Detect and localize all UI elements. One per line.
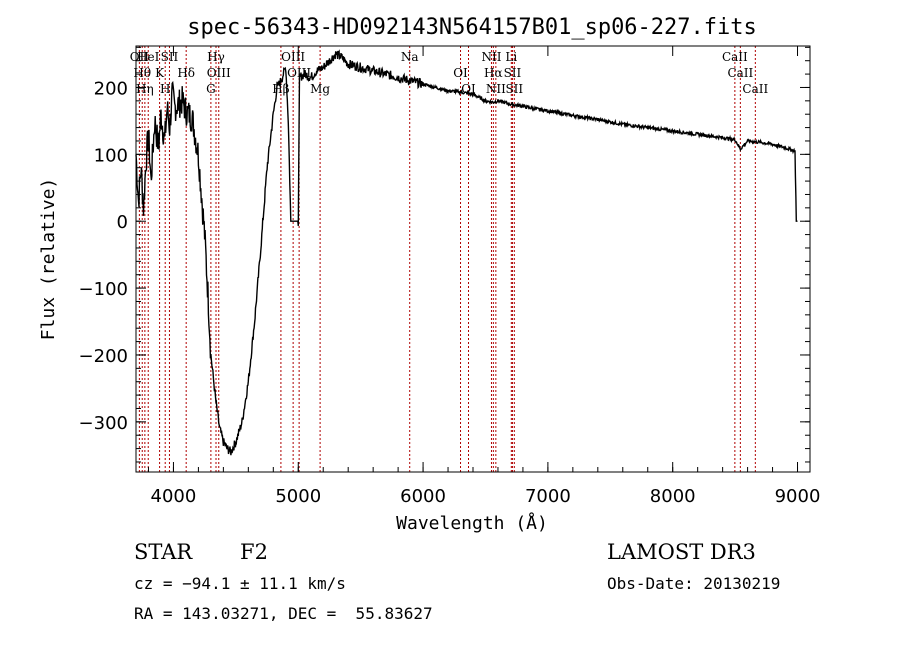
survey-name: LAMOST DR3 [607, 540, 756, 564]
marker-label-14: Mg [310, 82, 330, 96]
object-subclass: F2 [240, 540, 268, 564]
marker-label-1: Hθ [133, 66, 151, 80]
x-tick-label-2: 6000 [400, 486, 446, 507]
marker-label-25: CaII [727, 66, 753, 80]
line-markers [138, 46, 756, 472]
marker-label-26: CaII [742, 82, 768, 96]
x-tick-label-0: 4000 [151, 486, 197, 507]
marker-label-22: SII [504, 66, 522, 80]
marker-label-2: Hη [136, 82, 154, 96]
y-axis-label: Flux (relative) [38, 178, 59, 341]
marker-label-24: CaII [722, 50, 748, 64]
marker-label-21: Li [505, 50, 517, 64]
marker-label-12: OIII [281, 50, 305, 64]
x-tick-label-4: 8000 [650, 486, 696, 507]
marker-label-6: SII [161, 50, 179, 64]
marker-label-9: Hγ [207, 50, 225, 64]
observation-date: Obs-Date: 20130219 [607, 574, 781, 593]
x-tick-label-5: 9000 [775, 486, 821, 507]
marker-label-16: OI [453, 66, 468, 80]
marker-label-3: HeI [137, 50, 160, 64]
y-tick-label-2: 200 [94, 78, 128, 99]
x-axis-label: Wavelength (Å) [396, 512, 548, 534]
y-tick-label-0: 0 [117, 212, 128, 233]
y-tick-label-5: −300 [79, 413, 128, 434]
coordinates: RA = 143.03271, DEC = 55.83627 [134, 604, 433, 623]
object-class: STAR [134, 540, 193, 564]
marker-label-19: Hα [484, 66, 503, 80]
x-axis-ticks: 4000 5000 6000 7000 8000 9000 [147, 46, 821, 507]
y-tick-label-1: 100 [94, 145, 128, 166]
marker-label-7: Hδ [177, 66, 195, 80]
y-tick-label-4: −200 [79, 346, 128, 367]
y-axis-ticks: 0 100 200 −100 −200 −300 [79, 46, 810, 463]
chart-title: spec-56343-HD092143N564157B01_sp06-227.f… [187, 15, 757, 40]
marker-label-18: NII [481, 50, 501, 64]
marker-label-0: OII [130, 50, 150, 64]
redshift-velocity: cz = −94.1 ± 11.1 km/s [134, 574, 346, 593]
marker-label-8: G [206, 82, 216, 96]
marker-label-15: Na [401, 50, 419, 64]
marker-label-20: NII [486, 82, 506, 96]
spectrum-line [135, 49, 798, 456]
marker-label-4: K [155, 66, 165, 80]
marker-label-10: OIII [207, 66, 231, 80]
y-tick-label-3: −100 [79, 279, 128, 300]
x-tick-label-3: 7000 [525, 486, 571, 507]
marker-label-5: H [160, 82, 170, 96]
x-tick-label-1: 5000 [275, 486, 321, 507]
marker-label-23: SII [505, 82, 523, 96]
line-marker-labels: OIIHθHηHeIKHSIIHδGHγOIIIHβOIIIOIIIMgNaOI… [130, 50, 769, 96]
plot-frame [135, 45, 811, 473]
